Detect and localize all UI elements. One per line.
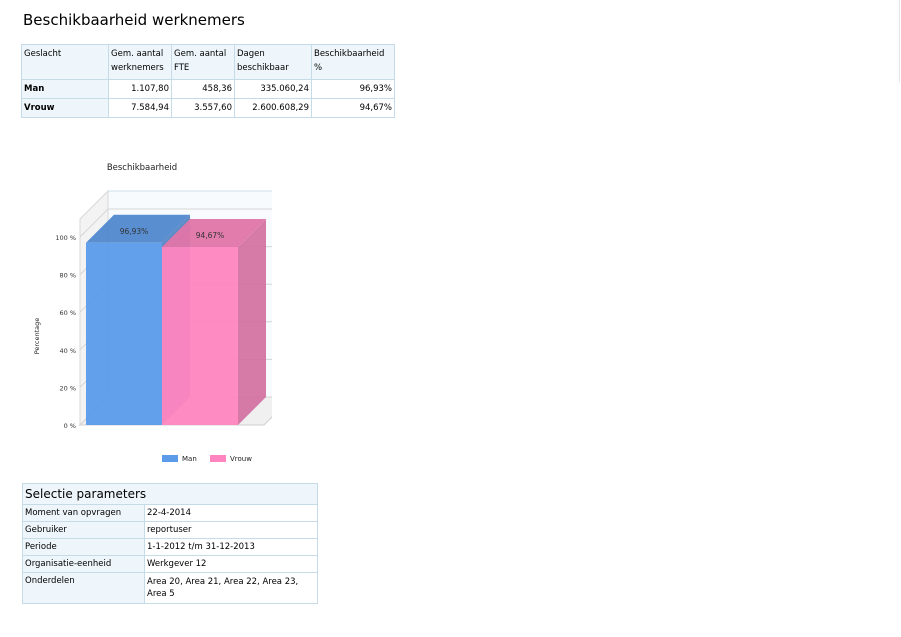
bar-side [238, 219, 266, 425]
y-axis-label: Percentage [33, 318, 41, 355]
col-header-beschikbaarheid: Beschikbaarheid% [311, 44, 395, 80]
param-row: Periode 1-1-2012 t/m 31-12-2013 [22, 538, 318, 556]
cell-pct: 96,93% [311, 79, 395, 99]
data-label: 94,67% [196, 231, 225, 240]
y-tick-label: 40 % [59, 347, 76, 355]
cell-pct: 94,67% [311, 98, 395, 118]
param-key: Organisatie-eenheid [22, 555, 145, 573]
legend-swatch [162, 455, 178, 462]
param-row: Moment van opvragen 22-4-2014 [22, 504, 318, 522]
col-header-geslacht: Geslacht [21, 44, 109, 80]
legend-item: Man [182, 455, 197, 463]
param-key: Onderdelen [22, 572, 145, 604]
data-label: 96,93% [120, 227, 149, 236]
y-tick-label: 20 % [59, 384, 76, 392]
table-row: Man 1.107,80 458,36 335.060,24 96,93% [21, 79, 395, 99]
table-header-row: Geslacht Gem. aantal werknemers Gem. aant… [21, 44, 395, 80]
y-tick-label: 0 % [64, 422, 76, 430]
y-tick-label: 100 % [55, 234, 76, 242]
params-caption-row: Selectie parameters [22, 483, 318, 505]
chart-title: Beschikbaarheid [107, 163, 177, 173]
page-title: Beschikbaarheid werknemers [23, 11, 245, 29]
param-key: Moment van opvragen [22, 504, 145, 522]
bar-top [162, 219, 266, 248]
param-row: Gebruiker reportuser [22, 521, 318, 539]
params-caption: Selectie parameters [22, 483, 318, 505]
param-value: reportuser [144, 521, 318, 539]
selection-parameters-table: Selectie parameters Moment van opvragen … [22, 483, 318, 604]
cell-werknemers: 7.584,94 [108, 98, 172, 118]
cell-dagen: 2.600.608,29 [234, 98, 312, 118]
row-label: Vrouw [21, 98, 109, 118]
availability-chart: 0 % 20 % 40 % 60 % 80 % 100 % Beschikbaarheid P… [22, 150, 294, 470]
chart-svg: 0 % 20 % 40 % 60 % 80 % 100 % Beschikbaarheid P… [33, 163, 294, 463]
y-tick-label: 80 % [59, 272, 76, 280]
param-key: Gebruiker [22, 521, 145, 539]
col-header-dagen: Dagen beschikbaar [234, 44, 312, 80]
gridline-side [79, 208, 109, 238]
cell-werknemers: 1.107,80 [108, 79, 172, 99]
bar-vrouw [162, 247, 238, 425]
stats-table: Geslacht Gem. aantal werknemers Gem. aant… [21, 44, 395, 118]
param-value: Area 20, Area 21, Area 22, Area 23, Area… [144, 572, 318, 604]
bar-man [86, 242, 162, 425]
cell-dagen: 335.060,24 [234, 79, 312, 99]
legend-swatch [210, 455, 226, 462]
col-header-werknemers: Gem. aantal werknemers [108, 44, 172, 80]
legend-item: Vrouw [230, 455, 252, 463]
table-row: Vrouw 7.584,94 3.557,60 2.600.608,29 94,… [21, 98, 395, 118]
param-value: 22-4-2014 [144, 504, 318, 522]
param-key: Periode [22, 538, 145, 556]
row-label: Man [21, 79, 109, 99]
y-tick-label: 60 % [59, 309, 76, 317]
param-value: 1-1-2012 t/m 31-12-2013 [144, 538, 318, 556]
col-header-fte: Gem. aantal FTE [171, 44, 235, 80]
divider [899, 0, 900, 82]
param-value: Werkgever 12 [144, 555, 318, 573]
param-row: Onderdelen Area 20, Area 21, Area 22, Ar… [22, 572, 318, 604]
cell-fte: 3.557,60 [171, 98, 235, 118]
cell-fte: 458,36 [171, 79, 235, 99]
bar-top [86, 214, 190, 243]
param-row: Organisatie-eenheid Werkgever 12 [22, 555, 318, 573]
